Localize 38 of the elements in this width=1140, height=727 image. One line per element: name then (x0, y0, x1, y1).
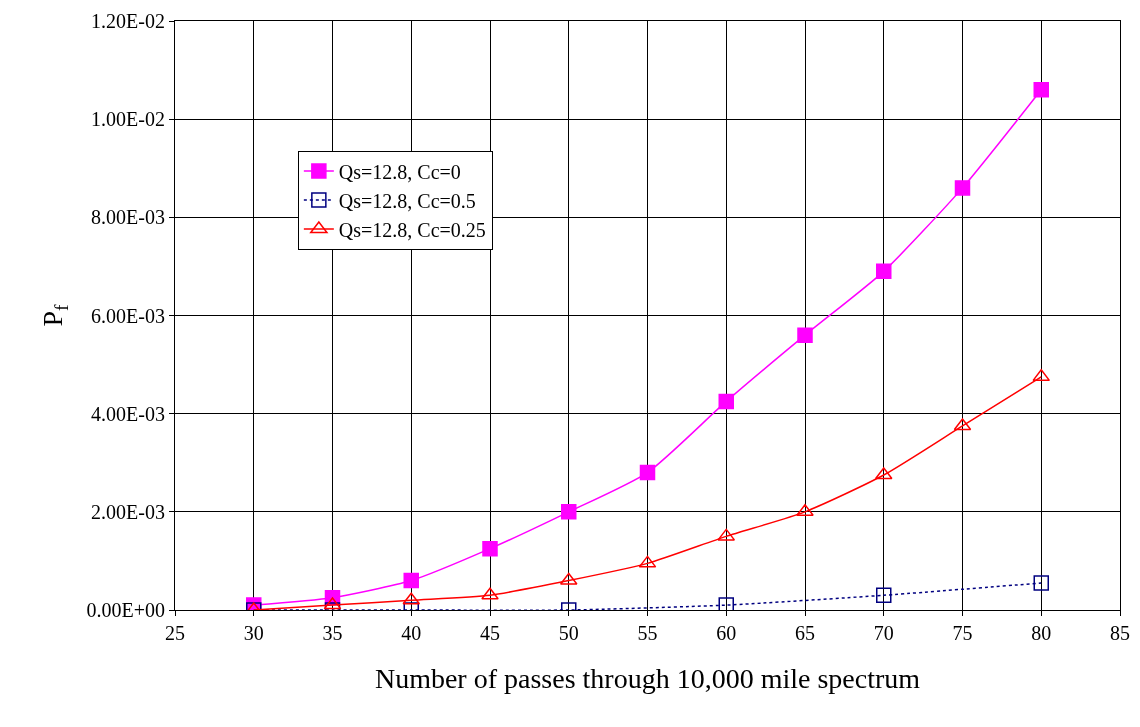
point (797, 327, 813, 343)
point (482, 540, 498, 557)
point (561, 504, 577, 520)
point (718, 393, 734, 410)
y-tick-label: 2.00E-03 (91, 500, 165, 523)
x-tick-label: 65 (795, 622, 815, 644)
point (796, 504, 814, 517)
point (718, 597, 734, 610)
x-tick-label: 50 (558, 622, 579, 644)
x-tick-label: 35 (322, 622, 343, 644)
point (639, 464, 656, 481)
point (403, 572, 419, 589)
y-tick-label: 1.00E-02 (91, 108, 165, 131)
x-tick-label: 70 (873, 622, 894, 644)
point (876, 587, 892, 604)
legend-label: Qs=12.8, Cc=0.25 (338, 218, 486, 241)
y-tick-label: 0.00E+00 (86, 599, 165, 621)
y-tick-label: 6.00E-03 (91, 304, 165, 327)
x-tick-label: 45 (480, 622, 500, 644)
x-tick-label: 25 (165, 622, 185, 644)
x-tick-label: 30 (243, 622, 264, 644)
x-tick-label: 55 (637, 622, 658, 644)
x-tick-label: 75 (952, 622, 973, 644)
point (481, 587, 499, 600)
point (1033, 575, 1049, 591)
point (1033, 81, 1049, 98)
x-tick-label: 60 (716, 622, 737, 644)
x-axis-title: Number of passes through 10,000 mile spectrum (374, 663, 921, 695)
x-tick-label: 40 (401, 622, 422, 644)
x-tick-label: 85 (1110, 622, 1130, 644)
legend-label: Qs=12.8, Cc=0 (338, 160, 461, 183)
legend-label: Qs=12.8, Cc=0.5 (338, 189, 476, 212)
point (876, 263, 892, 280)
y-tick-label: 4.00E-03 (91, 402, 165, 425)
y-tick-label: 1.20E-02 (91, 10, 165, 32)
x-tick-label: 80 (1031, 622, 1052, 644)
y-tick-label: 8.00E-03 (91, 206, 165, 229)
point (954, 180, 971, 196)
